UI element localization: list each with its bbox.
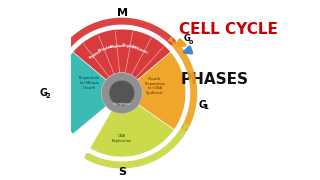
Text: G: G: [198, 100, 206, 110]
Text: Cytokinesis: Cytokinesis: [131, 44, 149, 55]
Circle shape: [101, 73, 142, 113]
Wedge shape: [58, 52, 106, 134]
Text: S: S: [118, 167, 126, 177]
Text: 0: 0: [188, 40, 193, 45]
Text: 1: 1: [203, 104, 208, 110]
Text: 2: 2: [46, 93, 51, 99]
Text: CELL CYCLE: CELL CYCLE: [179, 22, 277, 37]
Circle shape: [109, 80, 135, 106]
Wedge shape: [106, 73, 138, 91]
Wedge shape: [73, 29, 171, 80]
Text: G: G: [39, 88, 47, 98]
Text: Prophase: Prophase: [88, 48, 103, 60]
Wedge shape: [138, 52, 186, 130]
Text: G: G: [184, 34, 191, 43]
Text: DNA
Replication: DNA Replication: [112, 134, 132, 143]
Text: Telophase: Telophase: [121, 43, 137, 50]
Text: M: M: [117, 8, 128, 18]
Text: interphase: interphase: [113, 102, 131, 106]
Text: Metaphase: Metaphase: [98, 44, 115, 53]
Text: Growth
Preparation
for DNA
Synthesis: Growth Preparation for DNA Synthesis: [144, 77, 165, 95]
Text: Anaphase: Anaphase: [110, 43, 125, 49]
Text: PHASES: PHASES: [180, 72, 248, 87]
Text: Preparation
for Mitosis
Growth: Preparation for Mitosis Growth: [78, 76, 100, 90]
Wedge shape: [90, 105, 174, 157]
